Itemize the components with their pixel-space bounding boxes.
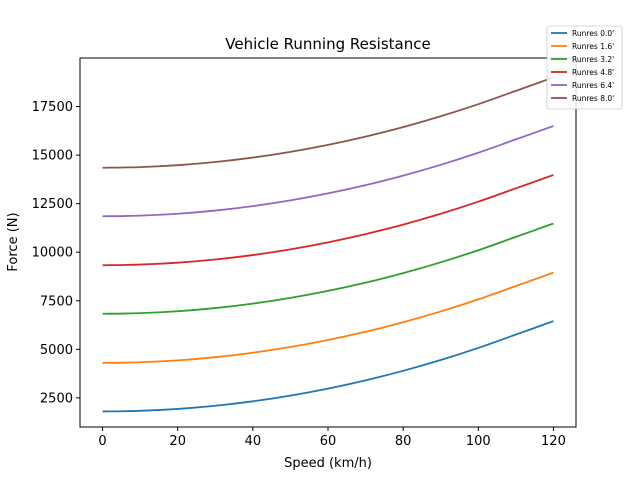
series-line-4	[102, 125, 554, 218]
legend-label-0: Runres 0.0'	[572, 29, 614, 38]
series-line-0	[102, 320, 554, 413]
x-tick-label: 120	[541, 434, 566, 449]
y-axis: 2500 5000 7500 10000 12500 15000 17500	[32, 100, 80, 406]
y-tick-label: 5000	[40, 343, 73, 358]
chart-title: Vehicle Running Resistance	[225, 35, 430, 53]
y-tick-label: 10000	[32, 246, 73, 261]
x-tick-label: 100	[466, 434, 491, 449]
y-tick-label: 2500	[40, 391, 73, 406]
x-axis: 0 20 40 60 80 100 120	[98, 427, 566, 449]
series-line-1	[102, 271, 554, 364]
y-tick-label: 12500	[32, 197, 73, 212]
legend-label-1: Runres 1.6'	[572, 42, 614, 51]
x-axis-label: Speed (km/h)	[284, 456, 372, 471]
x-tick-label: 80	[395, 434, 412, 449]
series-line-2	[102, 222, 554, 315]
legend-label-2: Runres 3.2'	[572, 55, 614, 64]
x-tick-label: 0	[98, 434, 106, 449]
series-line-5	[102, 76, 554, 169]
series-line-3	[102, 174, 554, 267]
legend-label-4: Runres 6.4'	[572, 81, 614, 90]
legend: Runres 0.0' Runres 1.6' Runres 3.2' Runres …	[546, 25, 623, 110]
x-tick-label: 40	[245, 434, 262, 449]
y-tick-label: 15000	[32, 149, 73, 164]
y-tick-label: 17500	[32, 100, 73, 115]
y-axis-label: Force (N)	[6, 212, 21, 271]
y-tick-label: 7500	[40, 294, 73, 309]
x-tick-label: 60	[320, 434, 337, 449]
legend-label-3: Runres 4.8'	[572, 68, 614, 77]
legend-label-5: Runres 8.0'	[572, 94, 614, 103]
x-tick-label: 20	[169, 434, 186, 449]
series-layer	[102, 76, 554, 413]
